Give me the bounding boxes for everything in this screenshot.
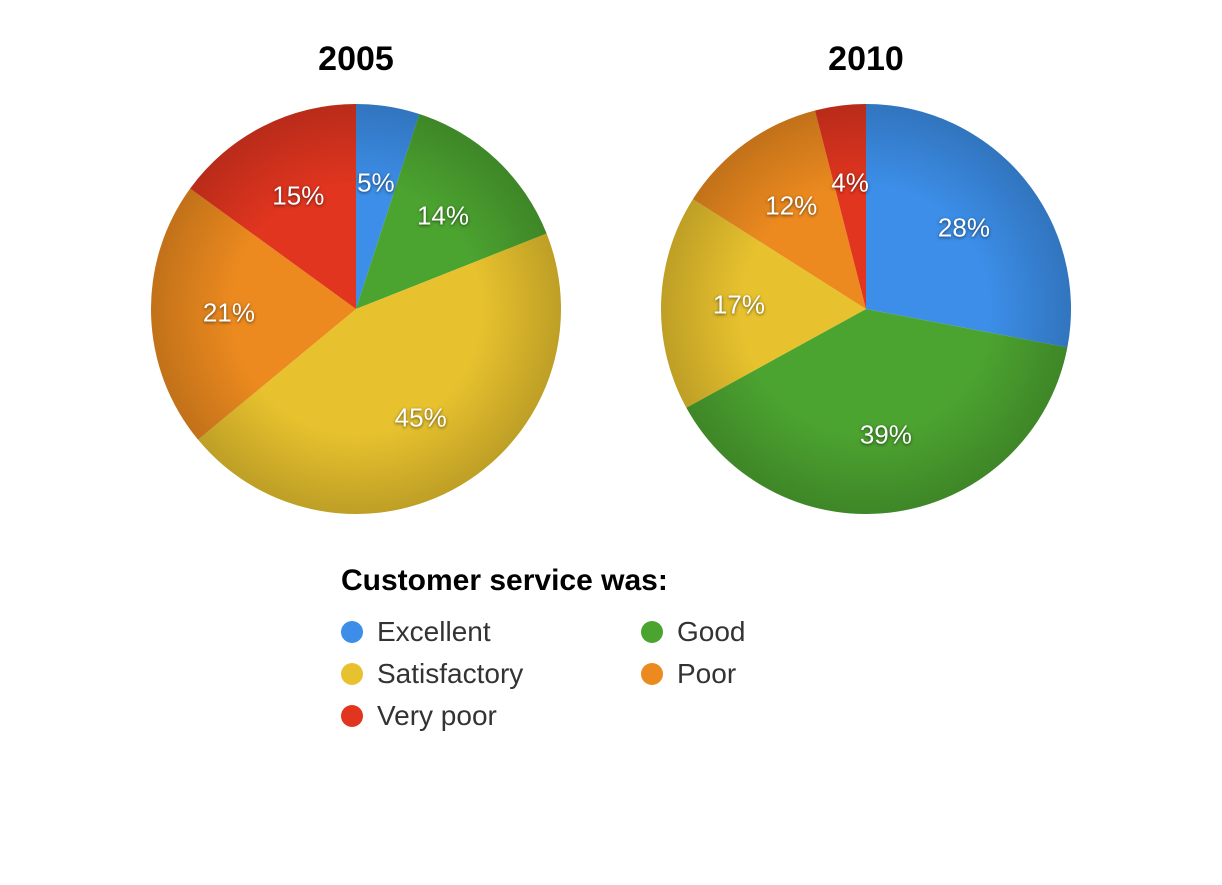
pie-svg (661, 104, 1071, 514)
legend-item-good: Good (641, 616, 881, 648)
legend-label: Poor (677, 658, 736, 690)
chart-2005: 2005 5%14%45%21%15% (151, 40, 561, 514)
legend-item-satisfactory: Satisfactory (341, 658, 641, 690)
pie-chart-2005: 5%14%45%21%15% (151, 104, 561, 514)
legend-item-excellent: Excellent (341, 616, 641, 648)
chart-title-2005: 2005 (318, 40, 394, 79)
legend-label: Good (677, 616, 746, 648)
legend-label: Satisfactory (377, 658, 523, 690)
legend-dot-icon (341, 705, 363, 727)
chart-2010: 2010 28%39%17%12%4% (661, 40, 1071, 514)
legend-dot-icon (341, 621, 363, 643)
legend-item-very_poor: Very poor (341, 700, 641, 732)
charts-row: 2005 5%14%45%21%15% 2010 28%39%17%12%4% (0, 0, 1222, 514)
legend-item-poor: Poor (641, 658, 881, 690)
pie-slice-excellent (866, 104, 1071, 347)
chart-container: 2005 5%14%45%21%15% 2010 28%39%17%12%4% … (0, 0, 1222, 885)
legend-title: Customer service was: (341, 564, 881, 598)
pie-chart-2010: 28%39%17%12%4% (661, 104, 1071, 514)
legend-dot-icon (341, 663, 363, 685)
legend-label: Very poor (377, 700, 497, 732)
legend-dot-icon (641, 663, 663, 685)
pie-svg (151, 104, 561, 514)
legend-label: Excellent (377, 616, 491, 648)
chart-title-2010: 2010 (828, 40, 904, 79)
legend-grid: Excellent Good Satisfactory Poor Very poor (341, 616, 881, 732)
legend-dot-icon (641, 621, 663, 643)
legend: Customer service was: Excellent Good Satis… (341, 564, 881, 732)
